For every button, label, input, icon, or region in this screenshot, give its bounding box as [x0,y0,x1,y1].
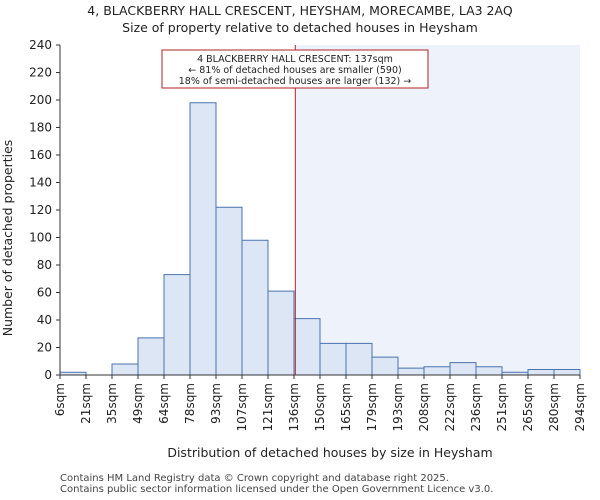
bar-107sqm [241,239,269,376]
bar-222sqm [449,362,477,376]
y-tick-label: 240 [29,38,52,52]
y-tick-label: 220 [29,66,52,80]
annotation-line: 4 BLACKBERRY HALL CRESCENT: 137sqm [197,54,393,65]
x-tick-label: 179sqm [365,383,379,431]
x-tick-label: 35sqm [105,383,119,424]
x-tick-label: 165sqm [339,383,353,431]
bar-193sqm [397,367,425,376]
x-tick-label: 49sqm [131,383,145,424]
annotation-box [161,49,429,89]
y-tick-label: 40 [37,313,52,327]
bar-64sqm [163,274,191,376]
x-tick-label: 78sqm [183,383,197,424]
bar-93sqm [215,206,243,376]
bar-136sqm [293,318,321,376]
x-tick-label: 265sqm [521,383,535,431]
x-tick-label: 64sqm [157,383,171,424]
x-tick-label: 222sqm [443,383,457,431]
bar-150sqm [319,342,347,376]
x-tick-label: 21sqm [79,383,93,424]
footer-licence: Contains public sector information licen… [60,484,494,495]
y-tick-label: 20 [37,341,52,355]
x-tick-label: 107sqm [235,383,249,431]
y-tick-label: 60 [37,286,52,300]
x-tick-label: 150sqm [313,383,327,431]
bar-165sqm [345,342,373,376]
x-tick-label: 136sqm [287,383,301,431]
bar-78sqm [189,102,217,376]
x-tick-label: 121sqm [261,383,275,431]
bar-265sqm [527,369,555,376]
x-axis-label: Distribution of detached houses by size … [167,445,492,460]
y-tick-label: 120 [29,203,52,217]
x-tick-label: 251sqm [495,383,509,431]
annotation-line: 18% of semi-detached houses are larger (… [179,76,412,87]
x-tick-label: 6sqm [53,383,67,416]
bar-236sqm [475,366,503,376]
bar-280sqm [553,369,581,376]
x-tick-label: 236sqm [469,383,483,431]
x-tick-label: 280sqm [547,383,561,431]
chart-subtitle: Size of property relative to detached ho… [122,20,478,35]
bar-179sqm [371,356,399,376]
x-tick-label: 93sqm [209,383,223,424]
footer-copyright: Contains HM Land Registry data © Crown c… [60,473,449,484]
y-tick-label: 160 [29,148,52,162]
bar-49sqm [137,337,165,376]
y-tick-label: 80 [37,258,52,272]
histogram-chart: 0 20 40 60 80 100 120 140 160 180 200 220 240 6sqm 21s… [0,38,587,460]
x-tick-label: 193sqm [391,383,405,431]
y-tick-label: 140 [29,176,52,190]
y-tick-label: 180 [29,121,52,135]
y-tick-label: 0 [44,368,52,382]
bar-121sqm [267,290,295,376]
highlight-region [295,45,580,375]
x-tick-label: 208sqm [417,383,431,431]
annotation-line: ← 81% of detached houses are smaller (59… [188,65,401,76]
x-tick-label: 294sqm [573,383,587,431]
chart-title: 4, BLACKBERRY HALL CRESCENT, HEYSHAM, MO… [87,3,513,18]
y-axis-label: Number of detached properties [0,140,15,337]
bar-35sqm [111,363,139,376]
y-tick-label: 100 [29,231,52,245]
y-tick-label: 200 [29,93,52,107]
bar-208sqm [423,366,451,376]
